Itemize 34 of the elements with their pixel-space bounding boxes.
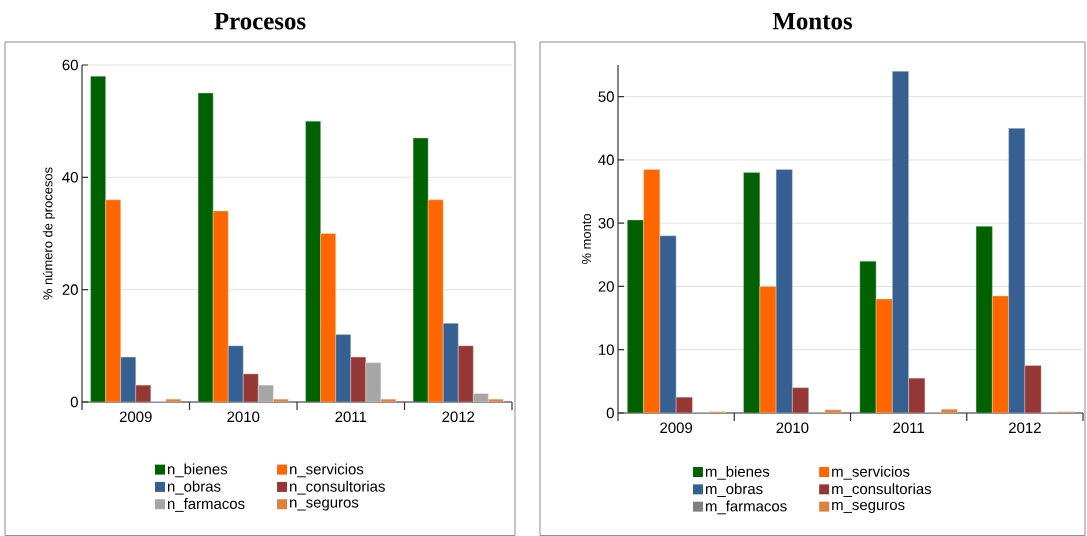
y-tick-label: 10: [599, 344, 614, 355]
legend-label: m_bienes: [705, 465, 770, 480]
y-tick-label: 20: [62, 284, 78, 295]
y-tick-label: 0: [606, 407, 614, 419]
x-tick-label: 2010: [227, 411, 260, 423]
x-tick-label: 2009: [119, 411, 152, 423]
legend-label: m_consultorias: [832, 483, 932, 497]
legend-label: n_consultorias: [290, 480, 385, 495]
legend-label: n_seguros: [290, 499, 359, 511]
legend-label: n_farmacos: [167, 498, 245, 512]
legend-label: n_bienes: [167, 463, 228, 478]
y-tick-label: 20: [598, 281, 614, 292]
legend-label: n_obras: [167, 480, 221, 495]
y-tick-label: 0: [70, 396, 78, 408]
chart-title: Procesos: [214, 12, 306, 30]
y-tick-label: 60: [62, 59, 78, 71]
legend-label: m_farmacos: [705, 500, 787, 515]
y-tick-label: 50: [598, 91, 614, 102]
legend-label: m_servicios: [832, 465, 910, 480]
y-tick-label: 40: [598, 154, 614, 166]
x-tick-label: 2011: [893, 422, 924, 434]
y-tick-label: 30: [598, 217, 614, 229]
x-tick-label: 2011: [335, 411, 367, 423]
x-tick-label: 2010: [776, 422, 809, 434]
legend-label: n_servicios: [290, 463, 364, 478]
y-axis-title: % monto: [581, 214, 592, 265]
legend-label: m_seguros: [832, 501, 905, 514]
y-tick-label: 40: [62, 172, 78, 183]
chart-title: Montos: [772, 12, 853, 30]
x-tick-label: 2009: [660, 422, 693, 434]
x-tick-label: 2012: [1009, 422, 1041, 434]
y-axis-title: % número de procesos: [42, 167, 56, 300]
legend-label: m_obras: [705, 483, 763, 497]
x-tick-label: 2012: [442, 411, 475, 423]
